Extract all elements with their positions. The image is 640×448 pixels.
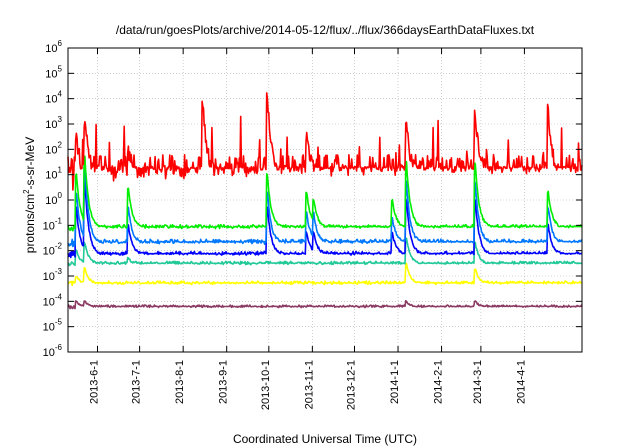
y-axis-label-prefix: protons/cm: [23, 194, 37, 253]
x-tick-label: 2014-2-1: [433, 360, 445, 404]
flux-series-4: [67, 165, 583, 248]
y-axis-label-suffix: -s-sr-MeV: [23, 137, 37, 190]
y-axis-label: protons/cm2-s-sr-MeV: [22, 137, 37, 253]
flux-series-3: [67, 181, 583, 259]
y-tick-label: 10-5: [43, 318, 63, 334]
y-tick-label: 10-6: [43, 343, 63, 359]
y-tick-label: 101: [45, 166, 62, 182]
x-tick-label: 2014-1-1: [389, 360, 401, 404]
y-tick-label: 105: [45, 64, 62, 80]
y-tick-label: 10-2: [43, 242, 63, 258]
x-tick-label: 2013-7-1: [131, 360, 143, 404]
flux-series-6: [67, 92, 583, 191]
x-tick-label: 2013-10-1: [260, 360, 272, 410]
y-tick-label: 102: [45, 140, 62, 156]
x-tick-label: 2013-12-1: [345, 360, 357, 410]
x-tick-label: 2013-9-1: [218, 360, 230, 404]
y-axis-ticks: 10-6 10-5 10-4 10-3 10-2 10-1 100 101 102 103 104 1…: [43, 39, 582, 359]
flux-series-2: [67, 237, 583, 267]
series-group: [67, 92, 583, 310]
x-axis-ticks: 2013-6-1 2013-7-1 2013-8-1 2013-9-1 2013-10-…: [88, 48, 527, 410]
x-tick-label: 2013-8-1: [174, 360, 186, 404]
x-axis-label: Coordinated Universal Time (UTC): [233, 432, 417, 446]
y-tick-label: 106: [45, 39, 62, 55]
y-axis-label-sup: 2: [22, 189, 31, 194]
y-tick-label: 104: [45, 90, 62, 106]
chart-title: /data/run/goesPlots/archive/2014-05-12/f…: [116, 23, 535, 37]
y-tick-label: 103: [45, 115, 62, 131]
x-tick-label: 2014-3-1: [472, 360, 484, 404]
y-tick-label: 100: [45, 191, 62, 207]
x-tick-label: 2013-11-1: [303, 360, 315, 409]
x-tick-label: 2014-4-1: [515, 360, 527, 404]
y-tick-label: 10-4: [43, 292, 63, 308]
y-tick-label: 10-1: [43, 216, 63, 232]
y-tick-label: 10-3: [43, 267, 63, 283]
x-tick-label: 2013-6-1: [88, 360, 100, 404]
flux-series-1: [67, 262, 583, 287]
flux-series-5: [67, 155, 583, 232]
flux-series-0: [67, 299, 583, 310]
